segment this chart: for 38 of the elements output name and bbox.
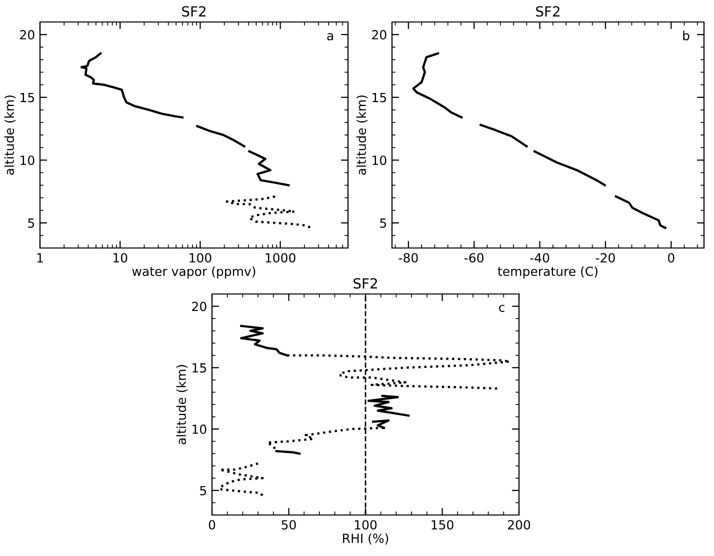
x-axis-title: RHI (%) [343,533,388,544]
chart-title: SF2 [354,278,377,289]
x-tick-label: 1 [37,253,43,262]
y-tick-label: 15 [20,92,34,102]
x-tick-label: 200 [508,520,530,530]
y-tick-label: 5 [200,486,206,496]
x-tick-label: -80 [398,253,418,263]
y-tick-label: 10 [192,424,206,434]
annotation: a [327,33,334,40]
y-tick-label: 20 [192,302,206,312]
y-tick-label: 10 [20,156,34,166]
y-axis-title: altitude (km) [4,96,16,175]
x-tick-label: -40 [530,253,550,263]
y-tick-label: 10 [372,156,386,166]
annotation: c [499,304,504,312]
y-tick-label: 5 [380,218,386,228]
x-tick-label: 150 [432,520,454,530]
x-tick-label: 100 [190,253,212,263]
x-axis-title: temperature (C) [498,266,598,278]
x-tick-label: 0 [208,520,216,530]
y-tick-label: 20 [20,30,34,40]
x-tick-label: -60 [464,253,484,263]
x-tick-label: 1000 [266,253,296,263]
x-tick-label: 0 [668,253,674,263]
x-tick-label: 10 [114,253,128,263]
y-axis-title: altitude (km) [176,365,188,444]
annotation: b [683,30,690,40]
x-tick-label: 50 [282,520,296,530]
x-axis-title: water vapor (ppmv) [132,266,256,278]
x-tick-label: 100 [354,520,377,530]
chart-title: SF2 [182,6,206,17]
y-tick-label: 5 [28,218,34,228]
y-tick-label: 20 [372,30,386,40]
x-tick-label: -20 [596,253,615,263]
chart-title: SF2 [536,6,560,17]
y-tick-label: 15 [192,363,206,373]
y-axis-title: altitude (km) [356,96,368,175]
y-tick-label: 15 [372,92,386,102]
